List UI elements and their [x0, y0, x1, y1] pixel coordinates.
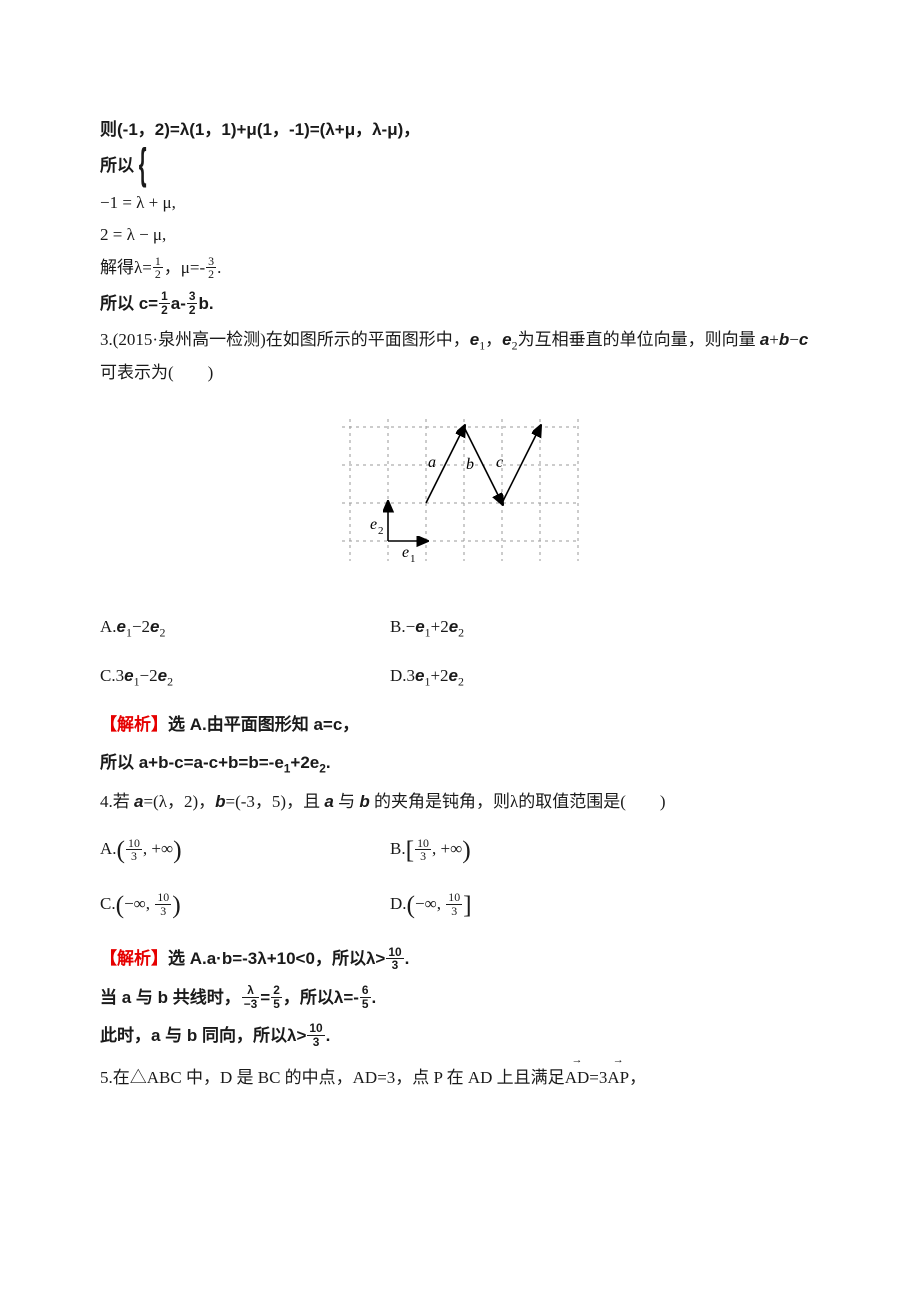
- q3-e2: e: [502, 330, 511, 349]
- svg-text:e: e: [370, 516, 377, 533]
- pre-l3a: 所以 c=: [100, 294, 158, 313]
- pre-l3c: b.: [198, 294, 213, 313]
- svg-text:c: c: [496, 454, 503, 471]
- q3-optD: D.3e1+2e2: [390, 660, 820, 693]
- q4-options: A.(103, +∞) B.[103, +∞) C.(−∞, 103) D.(−…: [100, 826, 820, 929]
- frac-1-2b: 12: [159, 290, 170, 316]
- brace-bot: 2 = λ − μ,: [100, 219, 820, 251]
- q4-ans2: 当 a 与 b 共线时，λ−3=25，所以λ=-65.: [100, 982, 820, 1014]
- q3-p1: +: [769, 330, 779, 349]
- q4-ans-label: 【解析】: [100, 949, 168, 968]
- q3-vb: b: [779, 330, 789, 349]
- frac-1-2a: 12: [153, 255, 163, 281]
- q4-stem: 4.若 a=(λ，2)，b=(-3，5)，且 a 与 b 的夹角是钝角，则λ的取…: [100, 786, 820, 818]
- q4-optD: D.(−∞, 103]: [390, 881, 820, 929]
- q3-optC: C.3e1−2e2: [100, 660, 390, 693]
- brace-top: −1 = λ + μ,: [100, 187, 820, 219]
- q3-sc: 为互相垂直的单位向量，则向量: [518, 330, 760, 349]
- svg-text:b: b: [466, 456, 474, 473]
- pre-l2b: 解得λ=: [100, 258, 152, 277]
- frac-3-2b: 32: [187, 290, 198, 316]
- frac-3-2a: 32: [206, 255, 216, 281]
- svg-text:a: a: [428, 454, 436, 471]
- q4-optB: B.[103, +∞): [390, 826, 820, 874]
- q3-sd: 可表示为( ): [100, 363, 213, 382]
- q3-figure: e1e2abc: [100, 407, 820, 588]
- brace-system: [139, 151, 153, 183]
- pre-l2d: .: [217, 258, 221, 277]
- pre-line3: 所以 c=12a-32b.: [100, 288, 820, 320]
- q3-optA: A.e1−2e2: [100, 611, 390, 644]
- q5-stem: 5.在△ABC 中，D 是 BC 的中点，AD=3，点 P 在 AD 上且满足A…: [100, 1058, 820, 1094]
- q3-sb: ，: [485, 330, 502, 349]
- q3-ans2: 所以 a+b-c=a-c+b=b=-e1+2e2.: [100, 747, 820, 780]
- q3-ans1t: 选 A.由平面图形知 a=c，: [168, 715, 359, 734]
- pre-l2c: ，μ=-: [164, 258, 205, 277]
- vec-AP: AP: [607, 1058, 629, 1094]
- svg-text:e: e: [402, 544, 409, 561]
- q3-va: a: [760, 330, 769, 349]
- pre-line2: 所以: [100, 150, 820, 183]
- pre-l2a: 所以: [100, 156, 134, 175]
- q4-optA: A.(103, +∞): [100, 826, 390, 874]
- q3-e1: e: [470, 330, 479, 349]
- svg-text:1: 1: [410, 553, 416, 565]
- svg-text:2: 2: [378, 525, 384, 537]
- pre-line1: 则(-1，2)=λ(1，1)+μ(1，-1)=(λ+μ，λ-μ)，: [100, 114, 820, 146]
- q3-stem: 3.(2015·泉州高一检测)在如图所示的平面图形中，e1，e2为互相垂直的单位…: [100, 324, 820, 389]
- q4-ans3: 此时，a 与 b 同向，所以λ>103.: [100, 1020, 820, 1052]
- pre-l3b: a-: [171, 294, 186, 313]
- q3-sa: 3.(2015·泉州高一检测)在如图所示的平面图形中，: [100, 330, 470, 349]
- q3-ans-label: 【解析】: [100, 715, 168, 734]
- q3-optB: B.−e1+2e2: [390, 611, 820, 644]
- q3-m1: −: [789, 330, 799, 349]
- q3-ans1: 【解析】选 A.由平面图形知 a=c，: [100, 709, 820, 741]
- q4-ans1: 【解析】选 A.a·b=-3λ+10<0，所以λ>103.: [100, 943, 820, 975]
- q3-options: A.e1−2e2 B.−e1+2e2 C.3e1−2e2 D.3e1+2e2: [100, 611, 820, 693]
- q3-vc: c: [799, 330, 808, 349]
- q4-optC: C.(−∞, 103): [100, 881, 390, 929]
- vec-AD: AD: [565, 1058, 590, 1094]
